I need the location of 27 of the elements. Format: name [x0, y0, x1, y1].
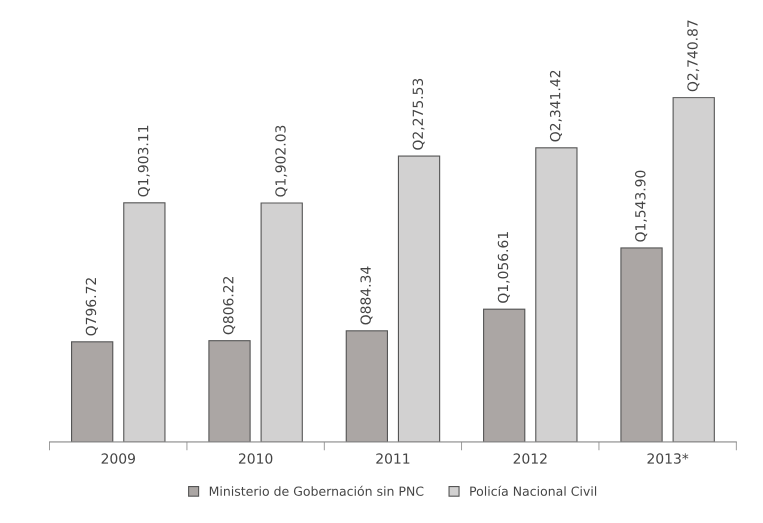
- x-tick-label: 2009: [102, 453, 135, 464]
- data-label: Q1,056.61: [498, 232, 510, 303]
- data-label: Q1,543.90: [635, 170, 648, 242]
- bar: [260, 202, 303, 442]
- bar: [123, 202, 166, 442]
- data-label: Q2,341.42: [550, 70, 562, 142]
- data-label: Q806.22: [223, 276, 236, 334]
- x-tick-label: 2012: [514, 453, 547, 464]
- x-tick-label: 2010: [238, 453, 272, 464]
- bar: [398, 156, 440, 442]
- legend-label: Policía Nacional Civil: [470, 486, 596, 496]
- data-label: Q796.72: [86, 278, 98, 336]
- bar: [346, 330, 388, 442]
- bar: [672, 97, 715, 442]
- data-label: Q1,903.11: [138, 126, 150, 197]
- legend-label: Ministerio de Gobernación sin PNC: [210, 486, 424, 496]
- bar: [483, 308, 526, 442]
- x-tick-label: 2011: [376, 453, 410, 464]
- data-label: Q884.34: [360, 266, 372, 325]
- bar: [620, 247, 663, 442]
- x-tick-label: 2013*: [647, 453, 688, 464]
- bar: [535, 147, 578, 442]
- bar: [208, 340, 251, 442]
- data-label: Q2,275.53: [412, 78, 425, 150]
- data-label: Q1,902.03: [275, 126, 288, 197]
- bar: [71, 341, 114, 442]
- data-label: Q2,740.87: [687, 20, 700, 92]
